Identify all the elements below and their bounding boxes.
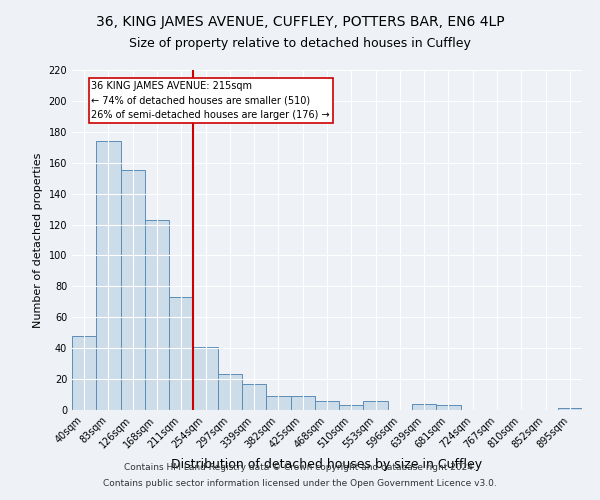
Bar — [412, 404, 436, 410]
Bar — [218, 374, 242, 410]
Text: Contains HM Land Registry data © Crown copyright and database right 2024.: Contains HM Land Registry data © Crown c… — [124, 464, 476, 472]
Bar — [436, 406, 461, 410]
Bar — [72, 336, 96, 410]
Bar — [290, 396, 315, 410]
Bar — [193, 346, 218, 410]
Text: Contains public sector information licensed under the Open Government Licence v3: Contains public sector information licen… — [103, 478, 497, 488]
Bar — [558, 408, 582, 410]
Bar — [364, 400, 388, 410]
Bar — [169, 297, 193, 410]
Text: 36, KING JAMES AVENUE, CUFFLEY, POTTERS BAR, EN6 4LP: 36, KING JAMES AVENUE, CUFFLEY, POTTERS … — [95, 15, 505, 29]
Bar — [121, 170, 145, 410]
Bar — [266, 396, 290, 410]
Bar — [145, 220, 169, 410]
Y-axis label: Number of detached properties: Number of detached properties — [33, 152, 43, 328]
Bar — [339, 406, 364, 410]
Bar — [96, 141, 121, 410]
Bar — [242, 384, 266, 410]
Bar — [315, 400, 339, 410]
X-axis label: Distribution of detached houses by size in Cuffley: Distribution of detached houses by size … — [172, 458, 482, 471]
Text: 36 KING JAMES AVENUE: 215sqm
← 74% of detached houses are smaller (510)
26% of s: 36 KING JAMES AVENUE: 215sqm ← 74% of de… — [91, 81, 330, 120]
Text: Size of property relative to detached houses in Cuffley: Size of property relative to detached ho… — [129, 38, 471, 51]
